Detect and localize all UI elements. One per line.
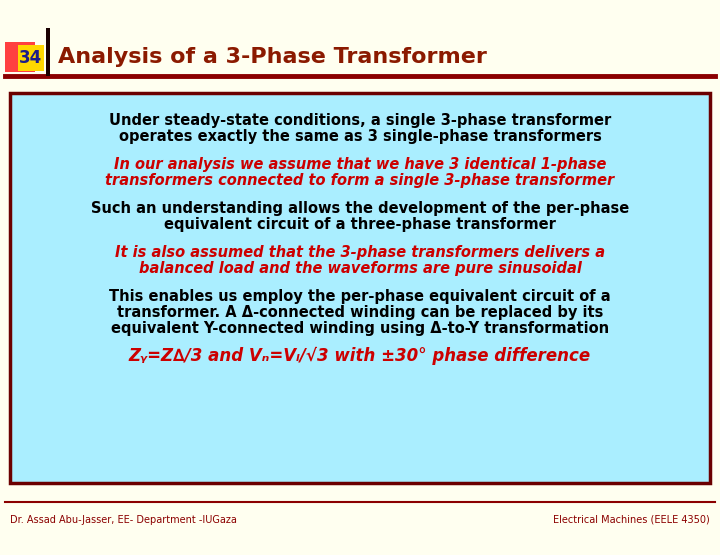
Text: Dr. Assad Abu-Jasser, EE- Department -IUGaza: Dr. Assad Abu-Jasser, EE- Department -IU… [10,515,237,525]
Text: Electrical Machines (EELE 4350): Electrical Machines (EELE 4350) [553,515,710,525]
Text: transformer. A Δ-connected winding can be replaced by its: transformer. A Δ-connected winding can b… [117,305,603,320]
Text: balanced load and the waveforms are pure sinusoidal: balanced load and the waveforms are pure… [138,260,582,275]
Text: Analysis of a 3-Phase Transformer: Analysis of a 3-Phase Transformer [58,47,487,67]
Text: In our analysis we assume that we have 3 identical 1-phase: In our analysis we assume that we have 3… [114,157,606,171]
Bar [46,28,50,76]
Text: transformers connected to form a single 3-phase transformer: transformers connected to form a single … [105,173,615,188]
Text: It is also assumed that the 3-phase transformers delivers a: It is also assumed that the 3-phase tran… [115,245,605,260]
Text: equivalent Y-connected winding using Δ-to-Y transformation: equivalent Y-connected winding using Δ-t… [111,320,609,336]
Text: operates exactly the same as 3 single-phase transformers: operates exactly the same as 3 single-ph… [119,129,601,144]
Text: Zᵧ=Z∆/3 and Vₙ=Vₗ/√3 with ±30° phase difference: Zᵧ=Z∆/3 and Vₙ=Vₗ/√3 with ±30° phase dif… [129,347,591,365]
Text: Under steady-state conditions, a single 3-phase transformer: Under steady-state conditions, a single … [109,113,611,128]
FancyBboxPatch shape [18,45,44,71]
FancyBboxPatch shape [5,42,35,72]
Text: equivalent circuit of a three-phase transformer: equivalent circuit of a three-phase tran… [164,216,556,231]
Text: 34: 34 [19,49,42,67]
FancyBboxPatch shape [10,93,710,483]
Text: Such an understanding allows the development of the per-phase: Such an understanding allows the develop… [91,200,629,215]
Text: This enables us employ the per-phase equivalent circuit of a: This enables us employ the per-phase equ… [109,289,611,304]
